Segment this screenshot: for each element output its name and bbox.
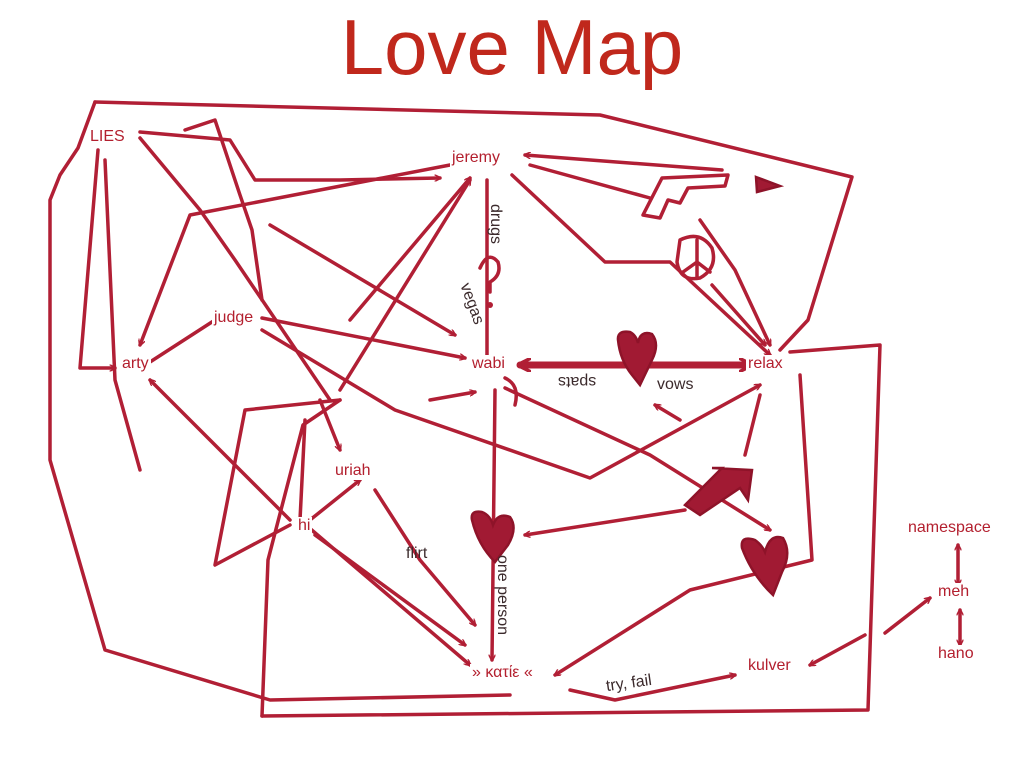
edge-sign-vows <box>655 403 682 422</box>
edge-label-one-person: one person <box>494 554 512 636</box>
flag-icon <box>754 175 785 194</box>
node-katie: » κατίε « <box>470 664 535 682</box>
heart-icon <box>740 535 789 598</box>
edge-relax-lower <box>743 393 762 457</box>
node-uriah: uriah <box>333 462 373 480</box>
edge-lies-wabi <box>138 136 332 402</box>
edge-lies-relax <box>103 158 142 472</box>
edge-wabi-lower <box>503 386 770 532</box>
node-namespace: namespace <box>906 519 993 537</box>
edge-uriah-x <box>318 398 340 450</box>
edge-judge-jeremy <box>268 223 455 337</box>
edge-relax-katie <box>555 373 814 677</box>
edge-jeremy-relax <box>510 173 770 355</box>
edge-judge-arty <box>148 318 217 364</box>
edge-gun-jeremy <box>523 155 724 172</box>
edge-label-flirt: flirt <box>406 545 428 562</box>
edge-gun-relax <box>698 218 772 345</box>
edge-bottom-loop <box>260 398 342 718</box>
node-relax: relax <box>746 355 785 373</box>
edge-wabi-arc <box>503 376 518 407</box>
edge-heart-katie <box>525 508 687 535</box>
question-mark-icon <box>478 255 501 308</box>
pistol-icon <box>641 173 730 220</box>
node-wabi: wabi <box>470 355 507 373</box>
edge-lies-jeremy <box>138 130 442 182</box>
edge-hi-loop <box>213 398 342 567</box>
page-title: Love Map <box>340 3 684 91</box>
node-judge: judge <box>212 309 256 327</box>
node-lies: LIES <box>88 128 127 146</box>
edge-x-wabi <box>428 392 475 402</box>
edge-lies-judge <box>183 118 264 302</box>
edge-uriah-jeremy <box>348 178 470 322</box>
edge-judge-wabi <box>260 316 465 358</box>
node-arty: arty <box>120 355 151 373</box>
edge-jeremy-arty <box>140 163 452 345</box>
peace-sign-icon <box>675 234 716 281</box>
edge-lies-arty <box>78 148 117 368</box>
heart-icon <box>616 330 658 388</box>
edge-label-vows: vows <box>657 376 694 393</box>
edge-outer-loop-left <box>48 100 512 702</box>
edge-hi-arty <box>150 380 292 522</box>
edge-peace-relax <box>710 283 765 345</box>
node-meh: meh <box>936 583 972 601</box>
edge-uriah-katie <box>373 488 475 625</box>
edge-hi-uriah <box>308 480 360 522</box>
node-jeremy: jeremy <box>450 149 503 167</box>
edge-x-jeremy <box>338 180 472 392</box>
edge-gun-jeremy-2 <box>528 163 652 200</box>
edge-outer-loop-top <box>93 100 854 352</box>
edge-kulver-meh <box>810 633 867 667</box>
edge-judge-relax <box>260 328 760 480</box>
edge-label-drugs: drugs <box>487 203 505 245</box>
node-hano: hano <box>936 645 976 663</box>
edge-meh-kulver <box>883 598 930 635</box>
edge-bottom-right-loop <box>260 343 882 718</box>
node-kulver: kulver <box>746 657 793 675</box>
edge-katie-kulver <box>568 675 735 702</box>
edge-label-spats: spats <box>558 373 597 390</box>
heart-icon <box>470 510 515 564</box>
arrow-sign-icon <box>683 466 754 517</box>
node-hi: hi <box>296 517 313 535</box>
